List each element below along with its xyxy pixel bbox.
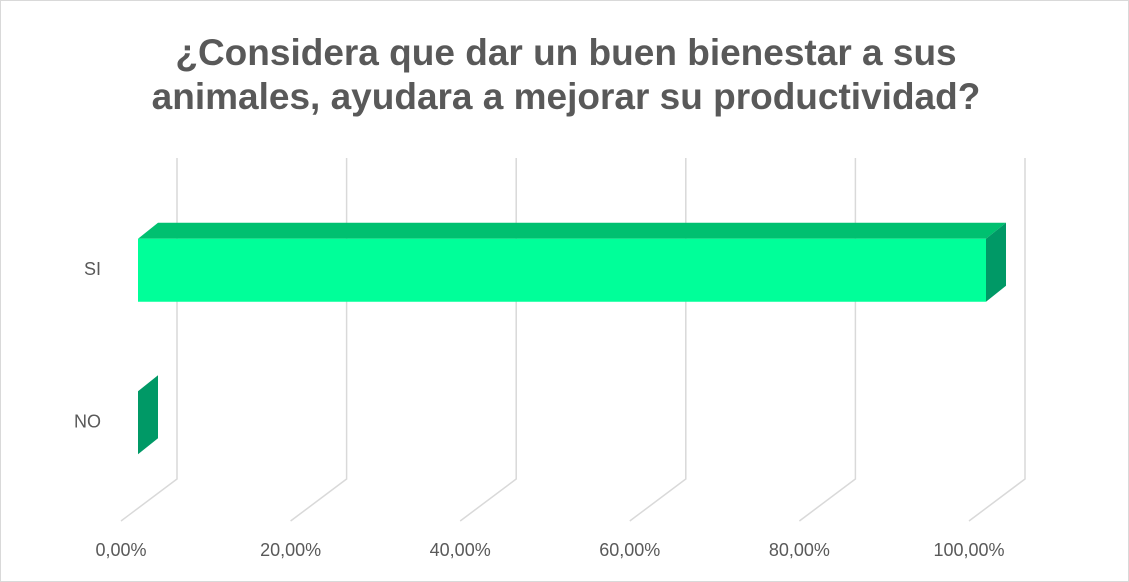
x-tick-label: 20,00%	[260, 540, 321, 560]
grid-line	[459, 158, 517, 522]
grid-line	[290, 158, 348, 522]
bar-side	[138, 375, 158, 455]
bar-top	[138, 222, 1006, 239]
x-tick-label: 100,00%	[933, 540, 1004, 560]
grid-line	[629, 158, 687, 522]
x-tick-label: 40,00%	[430, 540, 491, 560]
grid-line	[120, 158, 178, 522]
y-tick-label: NO	[74, 412, 101, 432]
x-tick-label: 80,00%	[769, 540, 830, 560]
bar-side	[986, 222, 1006, 302]
chart-title: ¿Considera que dar un buen bienestar a s…	[151, 32, 981, 117]
y-tick-label: SI	[84, 259, 101, 279]
grid-line	[968, 158, 1026, 522]
bar	[138, 238, 986, 302]
x-tick-label: 0,00%	[95, 540, 146, 560]
grid-line	[798, 158, 857, 522]
x-tick-label: 60,00%	[599, 540, 660, 560]
